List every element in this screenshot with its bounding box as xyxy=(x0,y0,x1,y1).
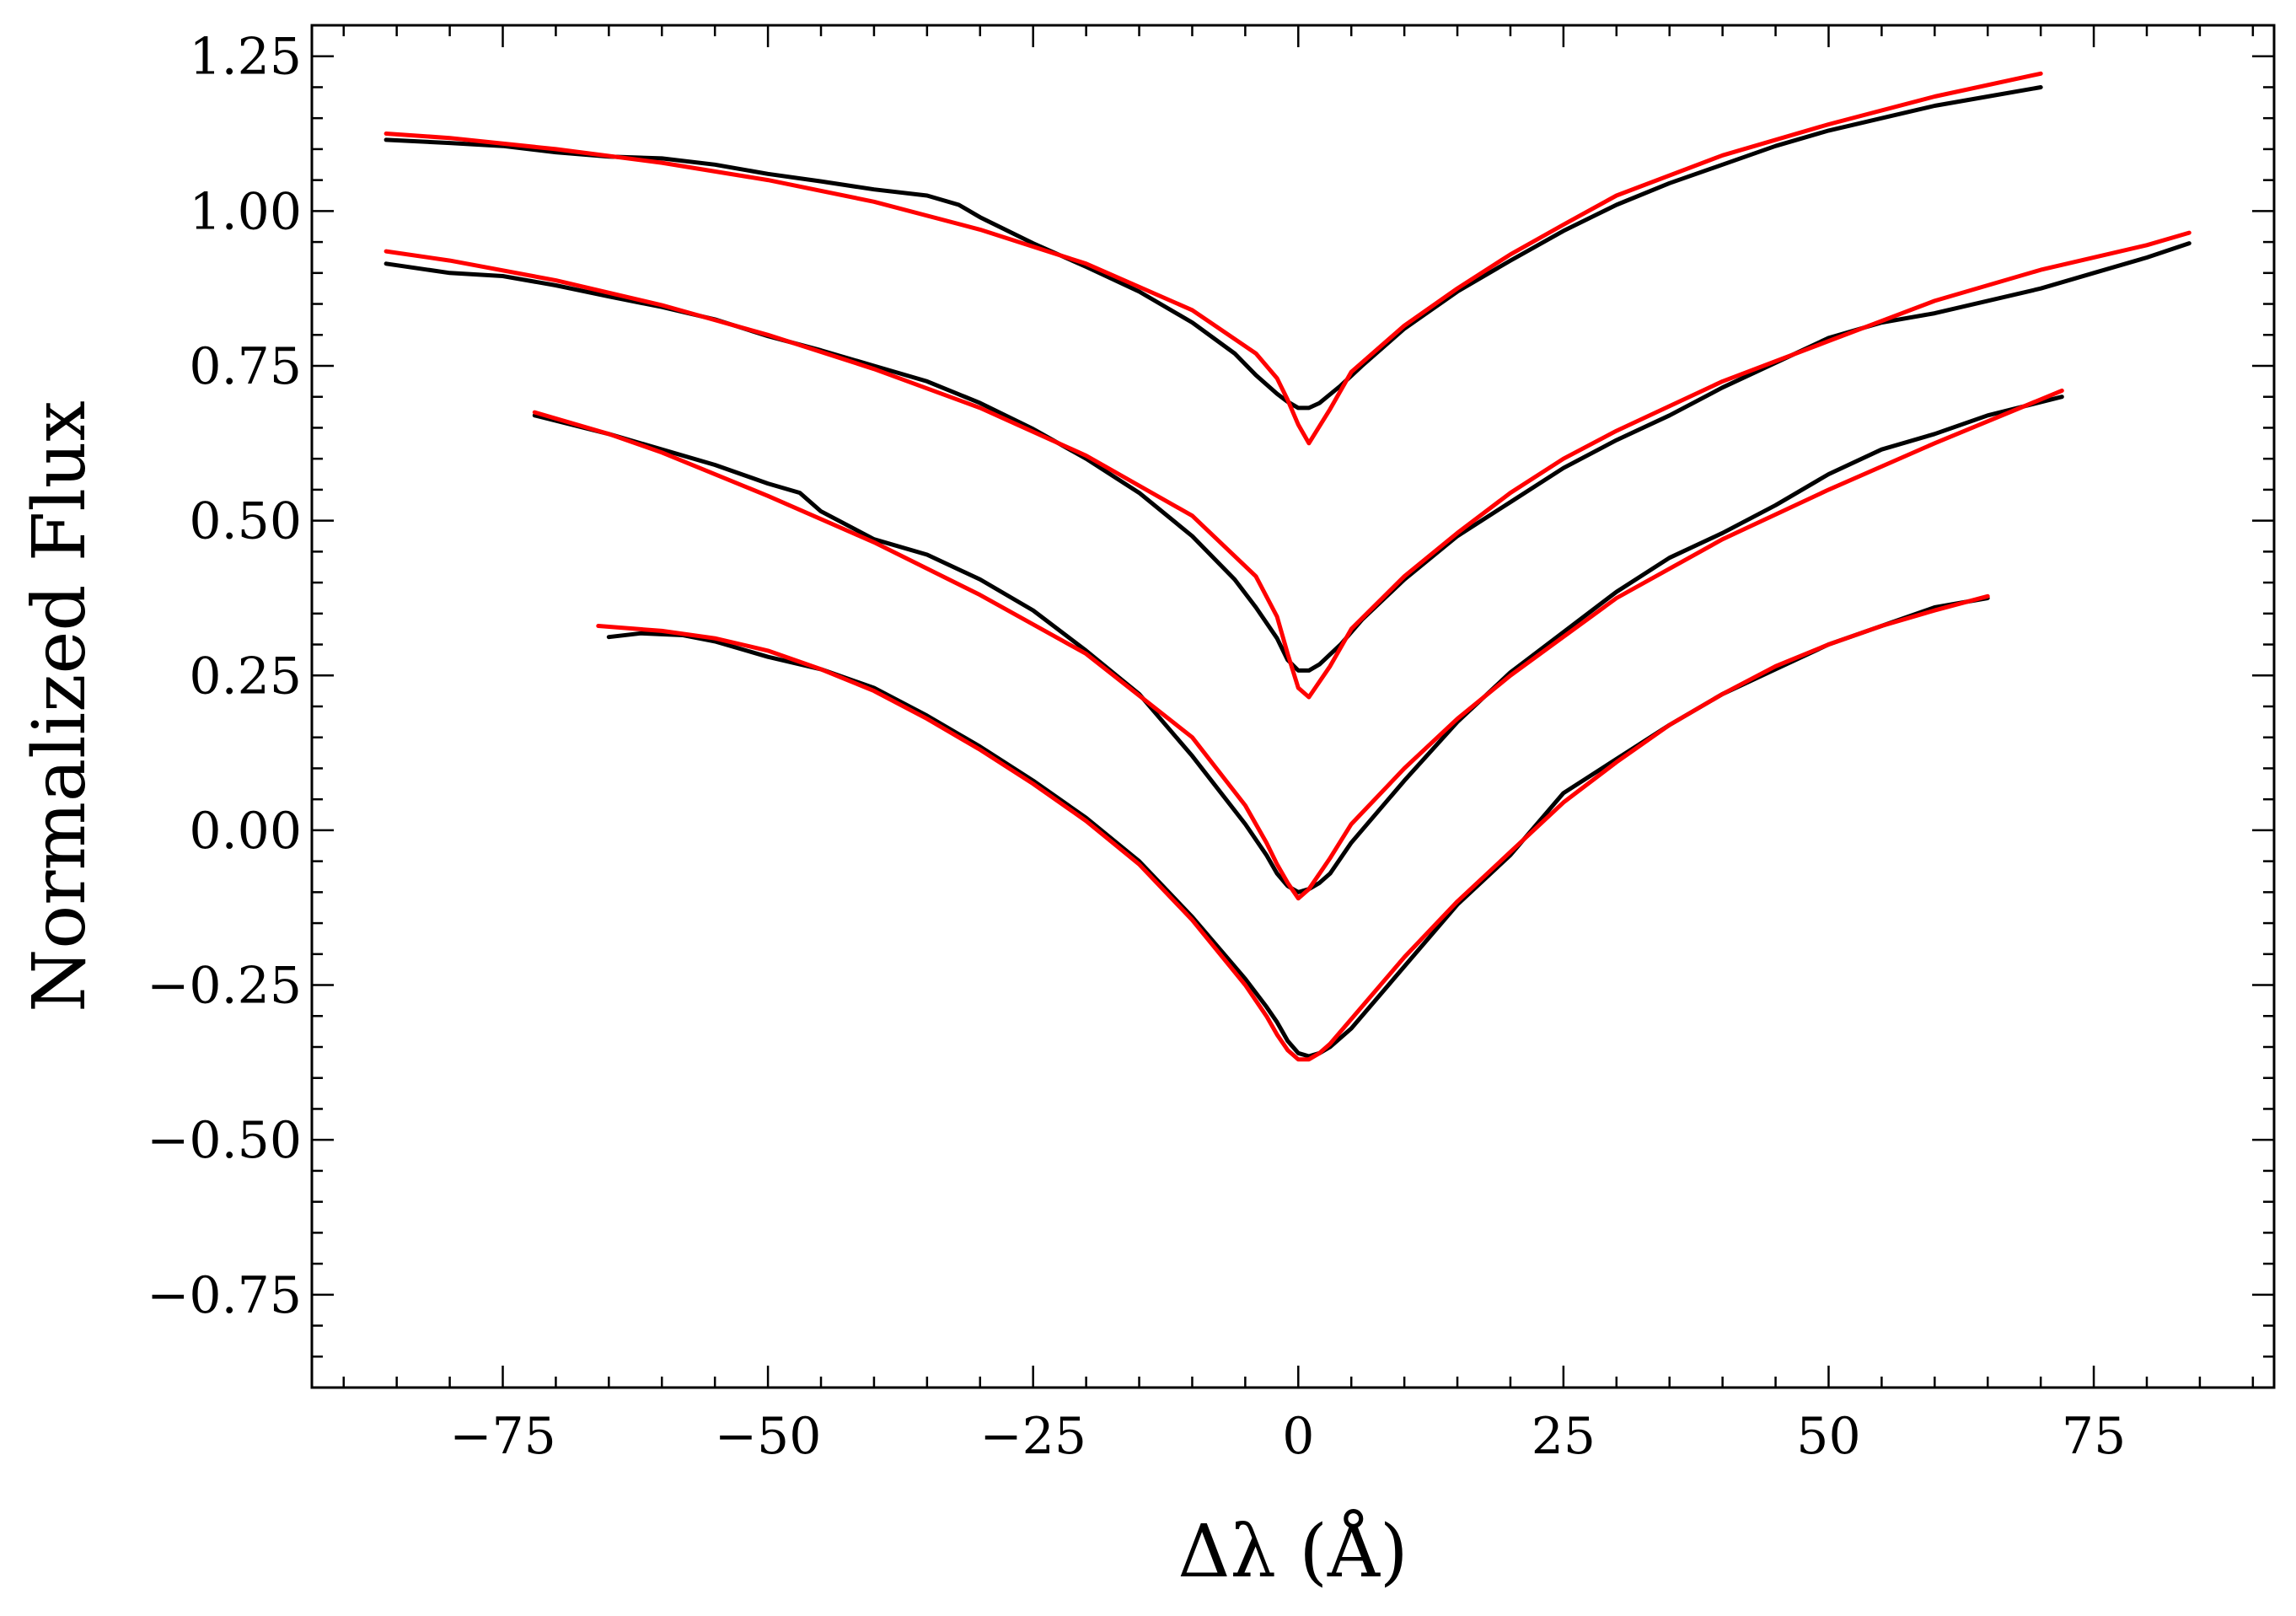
plot-area xyxy=(384,71,2191,1062)
y-tick-label: 0.75 xyxy=(189,337,302,396)
model-fit-line-2 xyxy=(384,230,2191,700)
x-tick-label: −25 xyxy=(979,1407,1086,1466)
y-tick-label: 1.00 xyxy=(189,182,302,241)
model-fit-line-4 xyxy=(596,593,1990,1062)
y-tick-label: 0.25 xyxy=(189,647,302,706)
axis-ticks xyxy=(312,24,2274,1389)
model-fit-line-1 xyxy=(384,71,2043,446)
x-axis-label: Δλ (Å) xyxy=(1178,1509,1408,1594)
observed-spectrum-line-1 xyxy=(384,85,2043,411)
x-tick-label: 50 xyxy=(1796,1407,1860,1466)
y-tick-label: −0.25 xyxy=(147,957,302,1016)
y-tick-label: 0.50 xyxy=(189,492,302,551)
y-axis-label: Normalized Flux xyxy=(18,400,102,1012)
y-tick-label: 1.25 xyxy=(189,28,302,87)
x-tick-label: −75 xyxy=(449,1407,556,1466)
y-tick-label: 0.00 xyxy=(189,802,302,861)
y-tick-label: −0.50 xyxy=(147,1111,302,1170)
x-tick-label: −50 xyxy=(715,1407,822,1466)
model-fit-line-3 xyxy=(532,388,2064,901)
plot-frame xyxy=(310,24,2276,1389)
tick-labels: −75 −50 −25 0 25 50 75 −0.75 −0.50 −0.25 0.00 0.25 0… xyxy=(147,28,2126,1466)
x-tick-label: 75 xyxy=(2062,1407,2126,1466)
x-tick-label: 0 xyxy=(1282,1407,1314,1466)
y-tick-label: −0.75 xyxy=(147,1266,302,1325)
x-tick-label: 25 xyxy=(1532,1407,1596,1466)
